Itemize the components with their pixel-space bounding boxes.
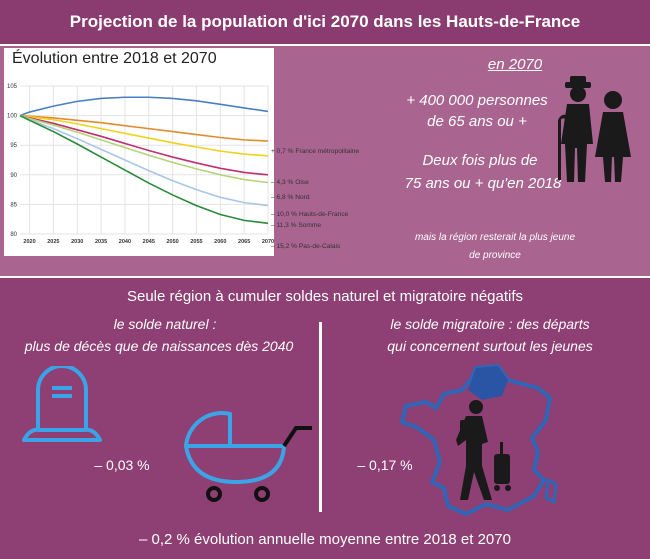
y-tick-label: 80 [10,232,17,238]
line-chart: 80 85 90 95 100 105 2020 2025 2030 2035 2040 2045 20… [7,84,359,250]
series-line [19,114,269,176]
section-divider [319,322,322,512]
series-label: – 10,0 % Hauts-de-France [271,211,349,218]
series-line [19,114,269,142]
y-tick-label: 105 [7,84,18,90]
series-line [19,114,269,207]
solde-heading: Seule région à cumuler soldes naturel et… [126,288,524,305]
tombstone-icon [22,366,102,442]
solde-migratoire-title: le solde migratoire : des départs [390,316,590,332]
series-label: – 4,3 % Oise [271,179,309,186]
solde-naturel-title: le solde naturel : [113,316,217,332]
projection-note1: mais la région resterait la plus jeune [414,232,576,243]
solde-naturel-sub: plus de décès que de naissances dès 2040 [24,338,294,354]
solde-migratoire-value: – 0,17 % [357,457,413,473]
x-tick-label: 2050 [166,239,178,245]
series-label: – 11,3 % Somme [271,222,321,229]
x-tick-label: 2040 [119,239,131,245]
y-tick-label: 100 [7,114,18,120]
y-tick-label: 85 [10,202,17,208]
series-line [19,96,269,117]
page-title-bar: Projection de la population d'ici 2070 d… [0,0,650,44]
y-tick-label: 90 [10,173,17,179]
solde-migratoire-sub: qui concernent surtout les jeunes [387,338,593,354]
solde-naturel-value: – 0,03 % [94,457,150,473]
series-label: + 0,7 % France métropolitaine [271,148,359,155]
projection-heading: en 2070 [487,56,543,73]
solde-footer: – 0,2 % évolution annuelle moyenne entre… [139,531,511,548]
stroller-icon [184,411,312,502]
x-tick-label: 2030 [71,239,83,245]
projection-line3: Deux fois plus de [422,152,538,169]
series-line [19,114,269,184]
series-line [19,114,269,157]
x-tick-label: 2060 [214,239,226,245]
elderly-couple-icon [558,76,631,182]
x-tick-label: 2055 [190,239,202,245]
projection-note2: de province [469,250,521,261]
france-map-icon [400,364,558,516]
x-tick-label: 2045 [143,239,155,245]
x-tick-label: 2020 [23,239,35,245]
y-tick-label: 95 [10,143,17,149]
traveler-icon [456,400,511,500]
x-tick-label: 2035 [95,239,107,245]
projection-line4: 75 ans ou + qu'en 2018 [404,175,562,192]
series-line [19,114,269,225]
page-title: Projection de la population d'ici 2070 d… [69,12,581,31]
x-tick-label: 2025 [47,239,59,245]
series-label: – 15,2 % Pas-de-Calais [271,243,341,250]
chart-title: Évolution entre 2018 et 2070 [12,50,217,67]
series-label: – 6,8 % Nord [271,194,310,201]
projection-line1: + 400 000 personnes [406,92,548,109]
projection-line2: de 65 ans ou + [427,113,527,130]
x-tick-label: 2070 [262,239,274,245]
x-tick-label: 2065 [238,239,250,245]
